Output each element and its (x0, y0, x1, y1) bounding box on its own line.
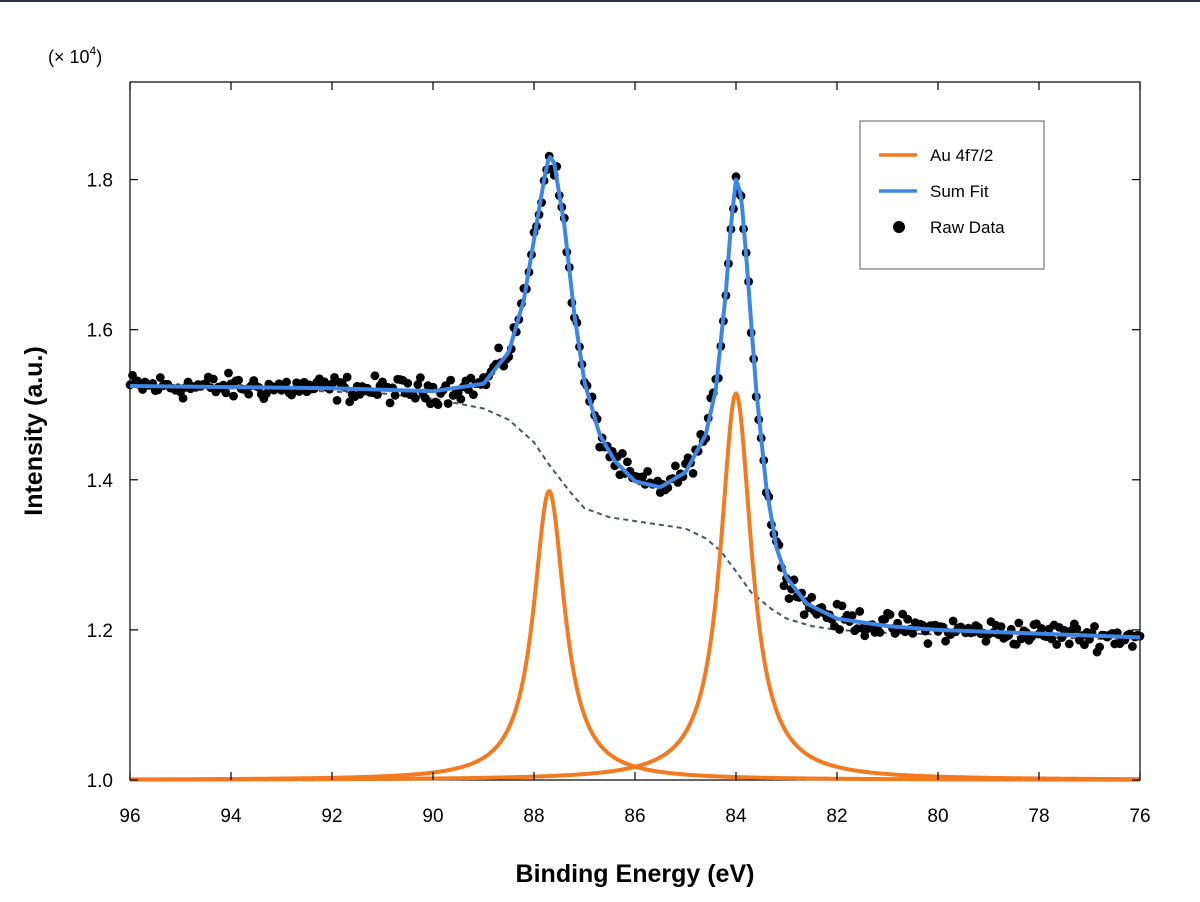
raw-data-point (671, 461, 680, 471)
raw-data-point (410, 393, 420, 403)
raw-data-point (623, 457, 632, 467)
raw-data-point (799, 610, 809, 619)
background-line (129, 384, 1141, 641)
y-tick-label: 1.0 (87, 771, 113, 792)
raw-data-point (453, 387, 463, 397)
raw-data-point (456, 394, 466, 404)
raw-data-point (617, 449, 627, 458)
y-tick-label: 1.6 (87, 321, 113, 342)
raw-data-point (1011, 639, 1021, 649)
raw-data-point (981, 636, 991, 646)
y-axis: 1.0 1.2 1.4 1.6 1.8 (87, 171, 1140, 792)
x-tick-label: 90 (422, 806, 443, 827)
raw-data-point (688, 468, 698, 478)
legend-label-raw: Raw Data (930, 218, 1005, 237)
raw-data-point (234, 375, 243, 385)
raw-data-point (1064, 639, 1074, 649)
raw-data-point (494, 343, 504, 353)
x-tick-label: 82 (826, 806, 847, 827)
raw-data-point (208, 374, 218, 384)
x-tick-label: 76 (1129, 806, 1150, 827)
raw-data-point (385, 398, 395, 408)
raw-data-point (224, 368, 233, 378)
x-tick-label: 94 (220, 806, 242, 827)
raw-data-point (1014, 618, 1024, 628)
raw-data-point (1128, 642, 1137, 651)
au-peak-2 (129, 391, 1141, 782)
raw-data-point (1095, 642, 1104, 652)
plot-content (125, 151, 1145, 782)
raw-data-point (1090, 622, 1099, 631)
raw-data-point (885, 610, 895, 619)
raw-data-point (837, 601, 847, 611)
raw-data-point (221, 388, 231, 398)
raw-data-point (923, 639, 933, 648)
sum-fit-line (129, 155, 1141, 640)
raw-data-point (282, 377, 291, 387)
raw-data-point (731, 172, 741, 182)
raw-data-point (1016, 634, 1026, 644)
y-axis-title: Intensity (a.u.) (20, 346, 48, 515)
raw-data-point (1052, 640, 1062, 649)
raw-data-point (413, 380, 423, 389)
x-tick-label: 80 (927, 806, 948, 827)
raw-data-point (847, 611, 857, 620)
raw-data-point (941, 636, 950, 646)
raw-data-point (244, 389, 254, 399)
y-tick-label: 1.2 (87, 621, 113, 642)
window-top-rule (0, 0, 1200, 2)
x-tick-label: 78 (1028, 806, 1049, 827)
raw-data-point (784, 594, 794, 603)
y-multiplier-label: (× 104) (48, 44, 102, 67)
y-tick-label: 1.4 (87, 471, 114, 492)
raw-data-point (1072, 624, 1082, 634)
raw-data-point (903, 614, 913, 624)
raw-data-point (415, 373, 425, 383)
raw-data-point (996, 622, 1006, 632)
x-tick-label: 86 (624, 806, 645, 827)
legend-label-au: Au 4f7/2 (930, 146, 993, 165)
legend-marker-raw (893, 221, 905, 233)
raw-data-point (948, 616, 958, 626)
raw-data-point (446, 375, 456, 385)
raw-data-point (779, 581, 789, 591)
raw-data-point (342, 372, 352, 382)
legend-label-sum: Sum Fit (930, 182, 989, 201)
x-tick-label: 88 (523, 806, 544, 827)
raw-data-point (835, 625, 844, 634)
raw-data-point (373, 390, 382, 399)
raw-data-point (261, 389, 271, 398)
y-tick-label: 1.8 (87, 171, 113, 192)
raw-data-point (855, 607, 865, 616)
raw-data-point (469, 390, 478, 400)
raw-data-point (1037, 623, 1046, 633)
raw-data-point (229, 391, 238, 401)
raw-data-point (370, 371, 380, 381)
raw-data-point (908, 628, 918, 638)
raw-data-point (390, 390, 400, 400)
legend: Au 4f7/2 Sum Fit Raw Data (859, 120, 1045, 270)
x-axis-title: Binding Energy (eV) (516, 860, 755, 888)
legend-box (859, 120, 1045, 270)
raw-data-point (643, 466, 653, 476)
raw-data-point (403, 378, 413, 388)
raw-data-point (443, 399, 453, 408)
raw-data-point (332, 395, 342, 405)
raw-data-point (807, 592, 817, 602)
x-axis: 96 94 92 90 88 86 84 82 80 78 76 (119, 82, 1151, 827)
raw-data-point (466, 373, 476, 383)
raw-data-point (433, 400, 443, 410)
raw-data-point (128, 370, 137, 380)
raw-data-point (155, 373, 165, 382)
x-tick-label: 92 (321, 806, 342, 827)
raw-data-point (875, 628, 885, 637)
raw-data-point (178, 393, 188, 403)
raw-data-point (860, 631, 870, 641)
x-tick-label: 96 (119, 806, 140, 827)
x-tick-label: 84 (725, 806, 747, 827)
